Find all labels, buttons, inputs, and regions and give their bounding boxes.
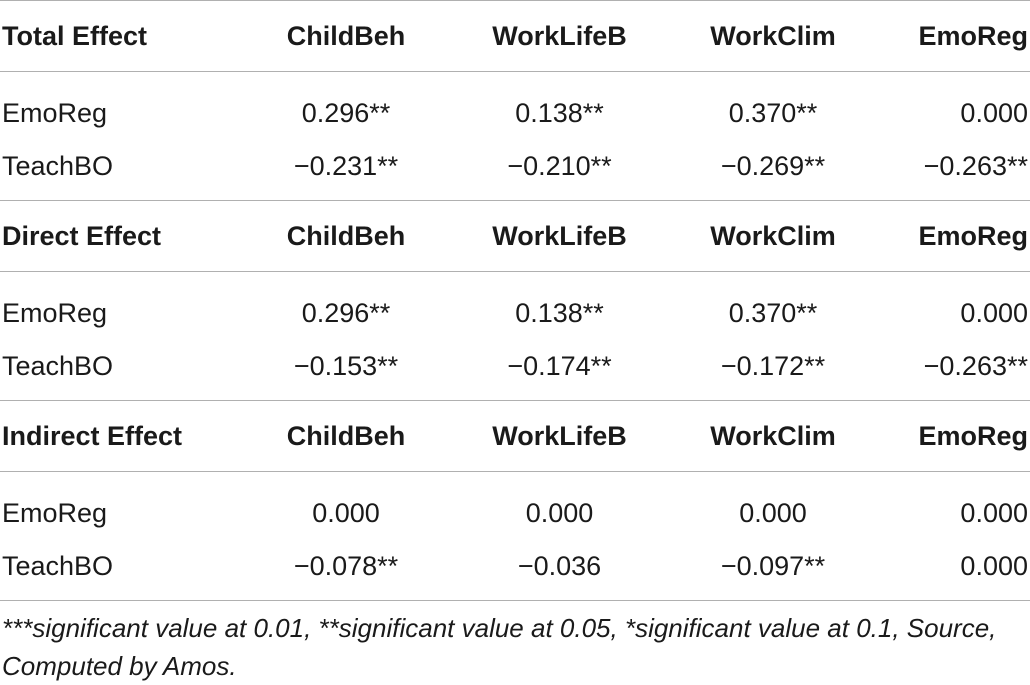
table-row: TeachBO −0.153** −0.174** −0.172** −0.26… [0,342,1030,401]
table-cell: −0.263** [923,350,1028,381]
section-header-direct-effect: Direct Effect ChildBeh WorkLifeB WorkCli… [0,201,1030,272]
row-label: TeachBO [2,350,114,381]
column-header-workclim: WorkClim [710,20,836,51]
section-header-total-effect: Total Effect ChildBeh WorkLifeB WorkClim… [0,0,1030,72]
table-row: EmoReg 0.296** 0.138** 0.370** 0.000 [0,72,1030,143]
table-footnote: ***significant value at 0.01, **signific… [2,613,997,681]
table-cell: 0.370** [728,97,818,128]
column-header-childbeh: ChildBeh [286,420,406,451]
table-cell: 0.370** [728,297,818,328]
row-label: TeachBO [2,550,114,581]
table-row: EmoReg 0.296** 0.138** 0.370** 0.000 [0,272,1030,343]
row-label: EmoReg [2,297,108,328]
table-cell: 0.000 [960,297,1028,328]
column-header-workclim: WorkClim [710,220,836,251]
table-cell: −0.036 [517,550,602,581]
table-cell: 0.000 [960,550,1028,581]
column-header-worklifeb: WorkLifeB [492,420,627,451]
table-cell: 0.000 [960,97,1028,128]
table-cell: 0.000 [525,497,594,528]
column-header-childbeh: ChildBeh [286,20,406,51]
table-cell: −0.174** [507,350,612,381]
table-cell: 0.000 [739,497,807,528]
table-cell: −0.210** [507,150,612,181]
table-cell: −0.231** [293,150,399,181]
table-cell: −0.172** [720,350,826,381]
section-header-indirect-effect: Indirect Effect ChildBeh WorkLifeB WorkC… [0,401,1030,472]
table-cell: −0.153** [293,350,399,381]
table-cell: 0.000 [960,497,1028,528]
section-title: Direct Effect [2,220,162,251]
column-header-worklifeb: WorkLifeB [492,220,627,251]
column-header-workclim: WorkClim [710,420,836,451]
table-cell: 0.000 [312,497,380,528]
column-header-childbeh: ChildBeh [286,220,406,251]
table-cell: −0.269** [720,150,826,181]
table-row: EmoReg 0.000 0.000 0.000 0.000 [0,472,1030,543]
column-header-emoreg: EmoReg [918,20,1028,51]
column-header-worklifeb: WorkLifeB [492,20,627,51]
table-cell: −0.078** [293,550,399,581]
table-cell: 0.296** [301,97,391,128]
column-header-emoreg: EmoReg [918,420,1028,451]
table-cell: −0.263** [923,150,1028,181]
section-title: Total Effect [2,20,148,51]
table-cell: −0.097** [720,550,826,581]
effects-table: Total Effect ChildBeh WorkLifeB WorkClim… [0,0,1030,601]
table-row: TeachBO −0.231** −0.210** −0.269** −0.26… [0,142,1030,201]
table-cell: 0.138** [515,297,604,328]
row-label: TeachBO [2,150,114,181]
table-cell: 0.296** [301,297,391,328]
table-row: TeachBO −0.078** −0.036 −0.097** 0.000 [0,542,1030,601]
row-label: EmoReg [2,97,108,128]
column-header-emoreg: EmoReg [918,220,1028,251]
table-cell: 0.138** [515,97,604,128]
section-title: Indirect Effect [2,420,183,451]
row-label: EmoReg [2,497,108,528]
